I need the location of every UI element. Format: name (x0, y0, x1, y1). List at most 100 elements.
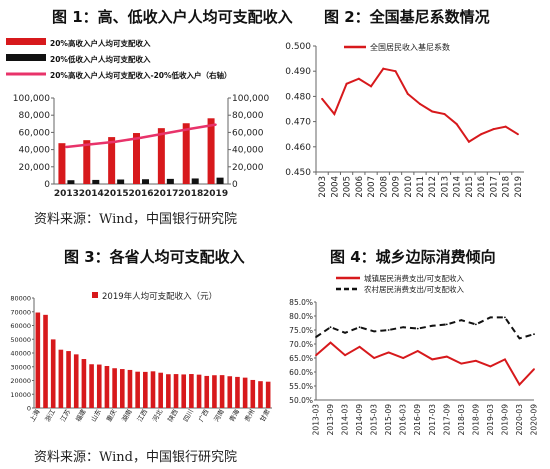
bar-high-income (108, 137, 116, 184)
series-point-gini (492, 128, 495, 131)
bar-province-income (250, 379, 256, 408)
x-tick-label: 重庆 (104, 407, 119, 423)
series-point-income-gap (139, 136, 143, 139)
x-tick-label: 2014 (453, 176, 463, 198)
x-tick-label: 2017-03 (428, 404, 437, 436)
series-line-income-gap (66, 123, 216, 149)
bar-province-income (135, 371, 140, 408)
x-tick-label: 青海 (227, 407, 242, 423)
series-point-rural (533, 333, 535, 336)
series-point-rural (344, 331, 346, 334)
x-tick-label: 2015 (104, 189, 129, 199)
bar-province-income (58, 349, 64, 408)
x-tick-label: 湖南 (119, 407, 134, 423)
bar-province-income (219, 375, 225, 408)
y-tick-label: 65.0% (289, 354, 313, 363)
x-tick-label: 2003 (318, 176, 328, 198)
series-point-urban (387, 351, 390, 354)
series-point-gini (357, 77, 360, 80)
series-point-urban (416, 350, 419, 352)
x-tick-label: 河南 (212, 407, 227, 423)
bar-province-income (166, 374, 171, 408)
x-tick-label: 河北 (151, 408, 165, 424)
x-tick-label: 2004 (330, 176, 340, 198)
series-point-gini (394, 70, 397, 73)
y-tick-label: 40,000 (19, 146, 51, 156)
series-point-rural (504, 316, 506, 319)
y2-tick-label: 40,000 (232, 146, 264, 156)
y-tick-label: 0.470 (285, 118, 311, 128)
bar-low-income (67, 180, 75, 184)
bar-low-income (92, 179, 100, 184)
y-tick-label: 50000 (10, 336, 31, 344)
x-tick-label: 四川 (182, 408, 195, 423)
series-point-urban (431, 358, 434, 361)
y-tick-label: 85.0% (289, 298, 313, 307)
y-tick-label: 100,000 (13, 94, 50, 104)
series-point-urban (445, 355, 448, 358)
bar-province-income (143, 371, 148, 408)
series-point-gini (504, 125, 507, 128)
series-point-urban (460, 362, 463, 365)
y2-tick-label: 100,000 (232, 94, 269, 104)
bar-low-income (142, 179, 149, 184)
series-point-gini (467, 140, 470, 143)
x-tick-label: 甘肃 (258, 407, 273, 423)
x-tick-label: 2008 (379, 176, 389, 198)
legend-label: 20%高收入户人均可支配收入-20%低收入户（右轴） (50, 70, 232, 80)
bar-province-income (196, 374, 202, 408)
series-point-rural (431, 324, 434, 327)
y-tick-label: 0.460 (285, 143, 311, 153)
source-note-top: 资料来源：Wind，中国银行研究院 (34, 212, 237, 227)
x-tick-label: 2019 (514, 176, 524, 198)
bar-province-income (242, 377, 248, 408)
series-point-income-gap (214, 123, 217, 126)
series-point-rural (416, 327, 419, 330)
y-tick-label: 0.450 (285, 168, 311, 178)
series-point-gini (419, 102, 421, 105)
legend-label: 20%高收入户人均可支配收入 (50, 38, 151, 48)
bar-high-income (182, 123, 190, 184)
legend-marker (6, 54, 46, 61)
y-tick-label: 80.0% (289, 312, 313, 321)
series-line-rural (315, 316, 535, 340)
series-point-rural (373, 330, 376, 333)
series-point-rural (358, 326, 361, 329)
y-tick-label: 20,000 (19, 163, 51, 173)
x-tick-label: 2010 (404, 176, 414, 198)
x-tick-label: 2019-09 (500, 404, 509, 436)
x-tick-label: 浙江 (43, 407, 58, 423)
series-point-urban (489, 365, 492, 368)
x-tick-label: 江西 (136, 408, 150, 424)
x-tick-label: 2013 (54, 189, 79, 199)
x-tick-label: 2018-03 (457, 404, 466, 436)
x-tick-label: 2014-09 (355, 404, 364, 436)
x-tick-label: 2017 (489, 176, 499, 198)
bar-province-income (43, 314, 48, 408)
bar-province-income (127, 369, 133, 408)
x-tick-label: 2014-03 (341, 404, 350, 436)
bar-province-income (73, 354, 79, 408)
y-tick-label: 0 (44, 180, 50, 190)
bar-province-income (265, 381, 271, 408)
series-point-gini (431, 110, 434, 113)
bar-province-income (96, 364, 102, 408)
bar-province-income (119, 369, 125, 408)
y-tick-label: 70000 (10, 308, 31, 316)
bar-low-income (216, 177, 224, 184)
series-point-gini (321, 97, 324, 100)
series-point-income-gap (65, 145, 68, 149)
x-tick-label: 2017-09 (442, 404, 451, 436)
bar-low-income (191, 178, 199, 184)
y-tick-label: 0 (27, 405, 31, 413)
bar-province-income (150, 371, 156, 408)
series-point-urban (344, 354, 346, 357)
x-tick-label: 陕西 (165, 407, 180, 423)
source-note-bottom: 资料来源：Wind，中国银行研究院 (34, 450, 237, 465)
bar-province-income (35, 312, 41, 408)
x-tick-label: 贵州 (242, 408, 256, 424)
series-point-rural (315, 336, 317, 338)
legend-label: 全国居民收入基尼系数 (370, 42, 450, 52)
x-tick-label: 江苏 (58, 407, 73, 423)
fig4-chart: 50.0% 55.0% 60.0% 65.0% 70.0% 75.0% 80.0% 85.0%… (289, 273, 538, 436)
